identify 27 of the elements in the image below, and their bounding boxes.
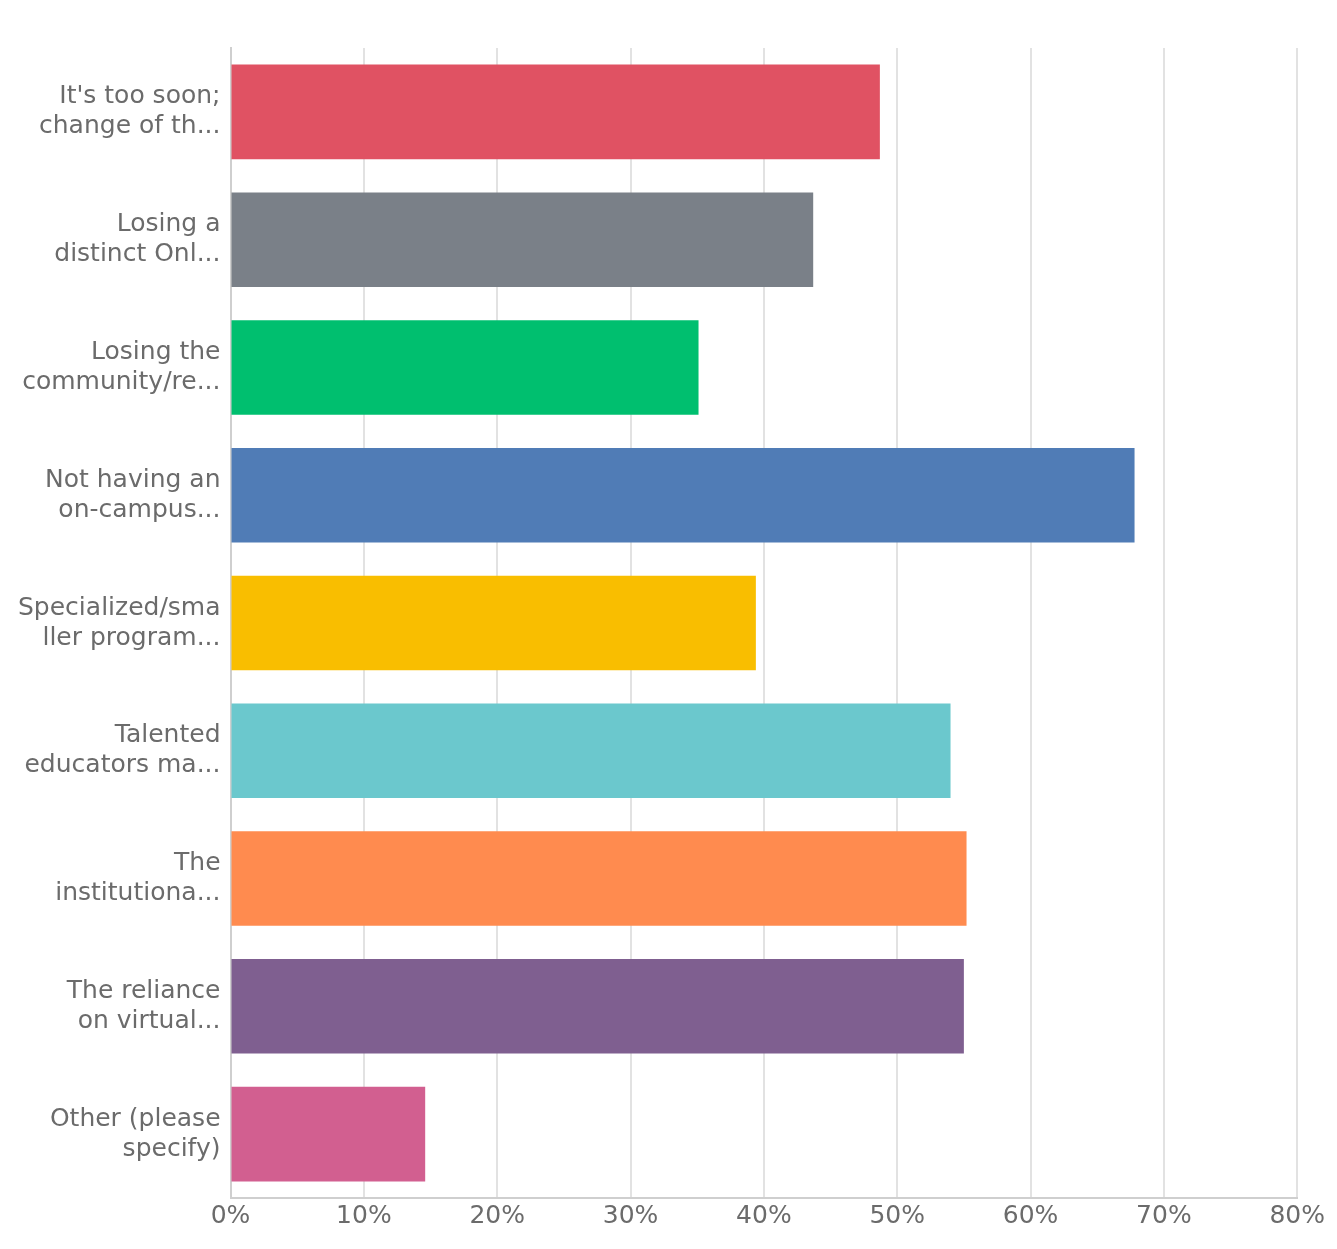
bar [231, 64, 880, 160]
y-tick-label: Specialized/sma ller program... [18, 591, 221, 651]
x-tick-label: 80% [1269, 1199, 1326, 1229]
y-tick-label: The reliance on virtual... [65, 974, 221, 1034]
x-tick-label: 0% [210, 1199, 251, 1229]
y-tick-label: The institutiona... [55, 847, 221, 907]
x-tick-label: 40% [736, 1199, 792, 1229]
y-tick-label: It's too soon; change of th... [39, 80, 221, 140]
bar [231, 1086, 426, 1182]
y-tick-label: Losing a distinct Onl... [54, 208, 221, 268]
bar [231, 703, 951, 799]
x-tick-label: 20% [469, 1199, 525, 1229]
x-tick-label: 30% [602, 1199, 659, 1229]
bar [231, 447, 1135, 543]
y-tick-label: Talented educators ma... [24, 719, 221, 779]
y-tick-label: Not having an on-campus... [45, 463, 221, 523]
x-tick-label: 10% [336, 1199, 392, 1229]
bar [231, 959, 964, 1054]
bar [231, 831, 967, 926]
bar [231, 575, 756, 671]
x-tick-label: 50% [869, 1199, 925, 1229]
bar [231, 320, 699, 415]
bar [231, 192, 814, 287]
x-tick-label: 70% [1136, 1199, 1192, 1229]
x-tick-label: 60% [1002, 1199, 1059, 1229]
y-tick-label: Losing the community/re... [22, 335, 221, 395]
y-tick-label: Other (please specify) [49, 1102, 221, 1162]
